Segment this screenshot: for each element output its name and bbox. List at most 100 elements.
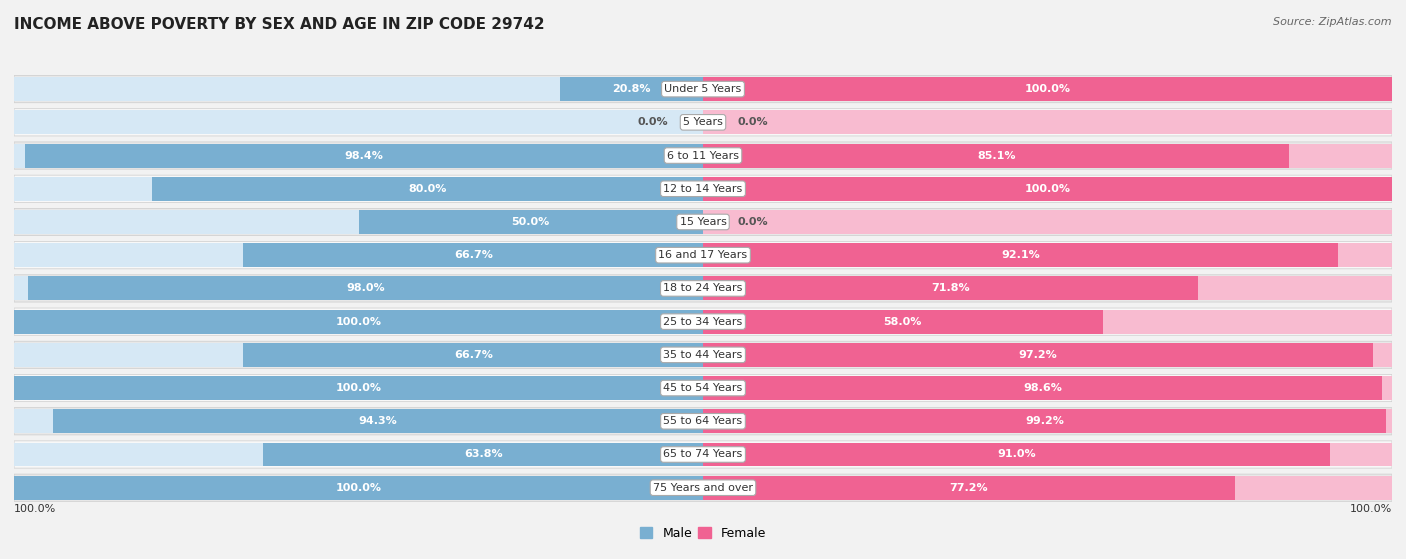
Bar xyxy=(703,210,1392,234)
Text: Source: ZipAtlas.com: Source: ZipAtlas.com xyxy=(1274,17,1392,27)
Bar xyxy=(14,376,703,400)
Bar xyxy=(703,343,1372,367)
Text: 25 to 34 Years: 25 to 34 Years xyxy=(664,316,742,326)
Text: 15 Years: 15 Years xyxy=(679,217,727,227)
Bar xyxy=(14,243,703,267)
Bar xyxy=(703,177,1392,201)
Text: 66.7%: 66.7% xyxy=(454,250,492,260)
Bar xyxy=(14,476,703,500)
Text: 98.6%: 98.6% xyxy=(1024,383,1062,393)
FancyBboxPatch shape xyxy=(14,108,1392,136)
Text: 35 to 44 Years: 35 to 44 Years xyxy=(664,350,742,360)
Bar xyxy=(703,476,1234,500)
Text: 45 to 54 Years: 45 to 54 Years xyxy=(664,383,742,393)
Text: 75 Years and over: 75 Years and over xyxy=(652,483,754,492)
Bar xyxy=(243,243,703,267)
Bar xyxy=(25,144,703,168)
FancyBboxPatch shape xyxy=(14,408,1392,435)
Text: 0.0%: 0.0% xyxy=(638,117,669,127)
Bar xyxy=(703,77,1392,101)
Bar xyxy=(14,177,703,201)
FancyBboxPatch shape xyxy=(14,175,1392,202)
Legend: Male, Female: Male, Female xyxy=(636,522,770,544)
Bar xyxy=(703,443,1330,466)
Text: 77.2%: 77.2% xyxy=(949,483,988,492)
FancyBboxPatch shape xyxy=(14,474,1392,501)
Text: 0.0%: 0.0% xyxy=(738,217,768,227)
Text: 58.0%: 58.0% xyxy=(883,316,922,326)
Bar xyxy=(703,144,1289,168)
Bar xyxy=(14,277,703,300)
Text: 100.0%: 100.0% xyxy=(336,316,381,326)
Bar xyxy=(14,310,703,334)
Text: 100.0%: 100.0% xyxy=(336,383,381,393)
Bar xyxy=(14,210,703,234)
Text: 12 to 14 Years: 12 to 14 Years xyxy=(664,184,742,194)
Bar xyxy=(703,243,1337,267)
Text: 66.7%: 66.7% xyxy=(454,350,492,360)
Bar xyxy=(703,476,1392,500)
Text: INCOME ABOVE POVERTY BY SEX AND AGE IN ZIP CODE 29742: INCOME ABOVE POVERTY BY SEX AND AGE IN Z… xyxy=(14,17,544,32)
Text: 100.0%: 100.0% xyxy=(336,483,381,492)
Text: 80.0%: 80.0% xyxy=(408,184,447,194)
FancyBboxPatch shape xyxy=(14,375,1392,402)
Bar xyxy=(152,177,703,201)
Bar xyxy=(53,409,703,433)
FancyBboxPatch shape xyxy=(14,341,1392,368)
Text: 55 to 64 Years: 55 to 64 Years xyxy=(664,416,742,427)
Text: 99.2%: 99.2% xyxy=(1025,416,1064,427)
FancyBboxPatch shape xyxy=(14,441,1392,468)
Bar xyxy=(703,177,1392,201)
Text: 98.0%: 98.0% xyxy=(346,283,385,293)
Text: 50.0%: 50.0% xyxy=(512,217,550,227)
Text: 6 to 11 Years: 6 to 11 Years xyxy=(666,150,740,160)
Bar xyxy=(359,210,703,234)
Text: 100.0%: 100.0% xyxy=(14,504,56,514)
FancyBboxPatch shape xyxy=(14,209,1392,235)
Text: 71.8%: 71.8% xyxy=(931,283,970,293)
Bar xyxy=(703,77,1392,101)
Bar xyxy=(14,310,703,334)
Text: 100.0%: 100.0% xyxy=(1350,504,1392,514)
Bar xyxy=(703,277,1392,300)
Bar xyxy=(703,376,1382,400)
Bar xyxy=(703,243,1392,267)
Bar xyxy=(703,376,1392,400)
Bar xyxy=(243,343,703,367)
Bar xyxy=(703,144,1392,168)
Bar xyxy=(703,443,1392,466)
Text: Under 5 Years: Under 5 Years xyxy=(665,84,741,94)
Text: 63.8%: 63.8% xyxy=(464,449,502,459)
Text: 16 and 17 Years: 16 and 17 Years xyxy=(658,250,748,260)
FancyBboxPatch shape xyxy=(14,241,1392,269)
Text: 0.0%: 0.0% xyxy=(738,117,768,127)
Bar xyxy=(14,110,703,134)
Bar xyxy=(14,476,703,500)
Bar xyxy=(703,409,1386,433)
Bar xyxy=(14,376,703,400)
Bar xyxy=(28,277,703,300)
Bar xyxy=(703,277,1198,300)
FancyBboxPatch shape xyxy=(14,308,1392,335)
Text: 91.0%: 91.0% xyxy=(997,449,1036,459)
Text: 92.1%: 92.1% xyxy=(1001,250,1039,260)
Text: 98.4%: 98.4% xyxy=(344,150,384,160)
FancyBboxPatch shape xyxy=(14,142,1392,169)
FancyBboxPatch shape xyxy=(14,275,1392,302)
Bar xyxy=(703,310,1102,334)
Text: 97.2%: 97.2% xyxy=(1018,350,1057,360)
Text: 100.0%: 100.0% xyxy=(1025,184,1070,194)
Text: 18 to 24 Years: 18 to 24 Years xyxy=(664,283,742,293)
Bar xyxy=(703,110,1392,134)
Bar xyxy=(703,409,1392,433)
Text: 100.0%: 100.0% xyxy=(1025,84,1070,94)
Bar xyxy=(703,310,1392,334)
Text: 85.1%: 85.1% xyxy=(977,150,1015,160)
Text: 20.8%: 20.8% xyxy=(612,84,651,94)
Text: 65 to 74 Years: 65 to 74 Years xyxy=(664,449,742,459)
Bar xyxy=(263,443,703,466)
Bar xyxy=(14,443,703,466)
FancyBboxPatch shape xyxy=(14,75,1392,103)
Bar xyxy=(14,77,703,101)
Text: 5 Years: 5 Years xyxy=(683,117,723,127)
